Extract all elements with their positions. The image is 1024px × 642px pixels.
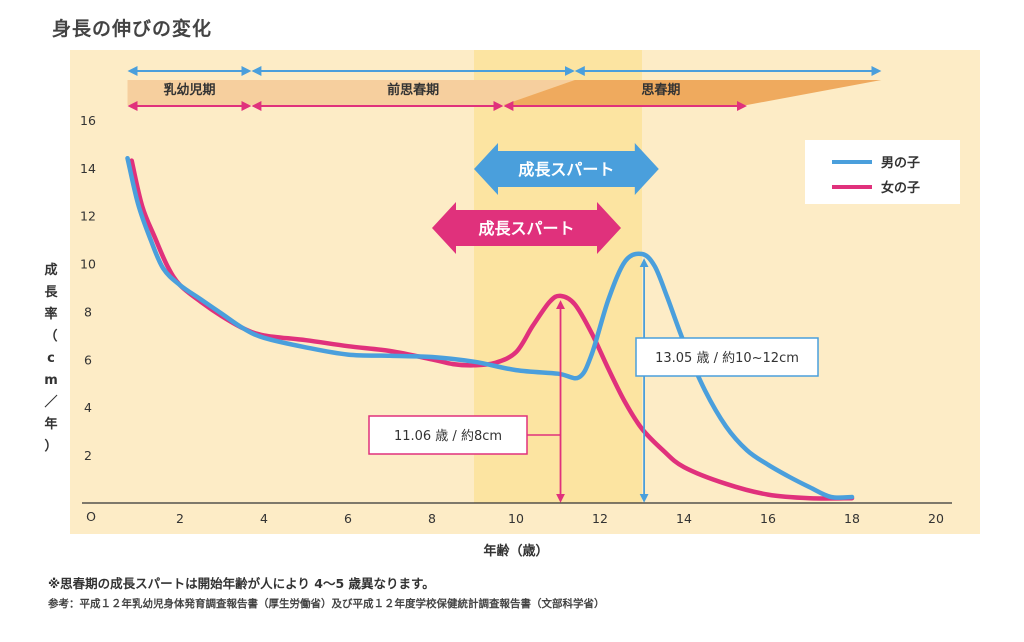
period-label-3: 思春期	[641, 82, 680, 98]
source-note: 参考：平成１２年乳幼児身体発育調査報告書（厚生労働省）及び平成１２年度学校保健統…	[48, 598, 605, 610]
footnote: ※思春期の成長スパートは開始年齢が人により 4〜5 歳異なります。	[48, 576, 435, 591]
legend: 男の子 女の子	[805, 140, 960, 204]
legend-label-boy: 男の子	[881, 156, 920, 171]
period-label-1: 乳幼児期	[163, 82, 215, 98]
peak-callout-boy	[635, 337, 819, 377]
series-line-boy	[125, 155, 855, 500]
x-tick-label: 4	[260, 511, 268, 526]
y-tick-label: 10	[80, 257, 96, 272]
y-axis-label: 成長率（ c m ／年）	[44, 262, 58, 454]
x-tick-label: 20	[928, 511, 944, 526]
growth-spurt-label: 成長スパート	[478, 219, 574, 238]
legend-label-girl: 女の子	[881, 180, 920, 196]
y-tick-label: 4	[84, 400, 92, 415]
growth-spurt-arrow-boy	[474, 143, 659, 195]
y-tick-label: 12	[80, 209, 96, 224]
x-tick-label: 14	[676, 511, 692, 526]
page-title: 身長の伸びの変化	[52, 18, 213, 40]
growth-spurt-arrow-girl	[432, 202, 621, 254]
y-tick-label: 14	[80, 161, 96, 176]
y-tick-label: 16	[80, 113, 96, 128]
peak-callout-text: 13.05 歳 / 約10~12cm	[655, 351, 799, 366]
peak-callout-girl	[368, 415, 528, 455]
growth-chart: 乳幼児期 前思春期 思春期 O 成長率（ c m ／年） 年齢（歳） 2 4 6 8 10 12 14 16…	[44, 50, 980, 559]
x-tick-label: 18	[844, 511, 860, 526]
x-tick-label: 16	[760, 511, 776, 526]
period-wedge-orange	[503, 80, 882, 105]
period-wedge-peach	[127, 80, 575, 105]
x-axis-label: 年齢（歳）	[483, 543, 548, 559]
growth-spurt-label: 成長スパート	[518, 160, 614, 179]
y-tick-label: 8	[84, 304, 92, 319]
origin-label: O	[86, 509, 96, 524]
x-tick-label: 12	[592, 511, 608, 526]
peak-callout-text: 11.06 歳 / 約8cm	[394, 429, 502, 444]
x-tick-label: 2	[176, 511, 184, 526]
period-label-2: 前思春期	[387, 82, 439, 98]
x-tick-label: 6	[344, 511, 352, 526]
legend-box	[805, 140, 960, 204]
y-tick-label: 2	[84, 448, 92, 463]
x-tick-label: 10	[508, 511, 524, 526]
y-tick-label: 6	[84, 352, 92, 367]
x-tick-label: 8	[428, 511, 436, 526]
